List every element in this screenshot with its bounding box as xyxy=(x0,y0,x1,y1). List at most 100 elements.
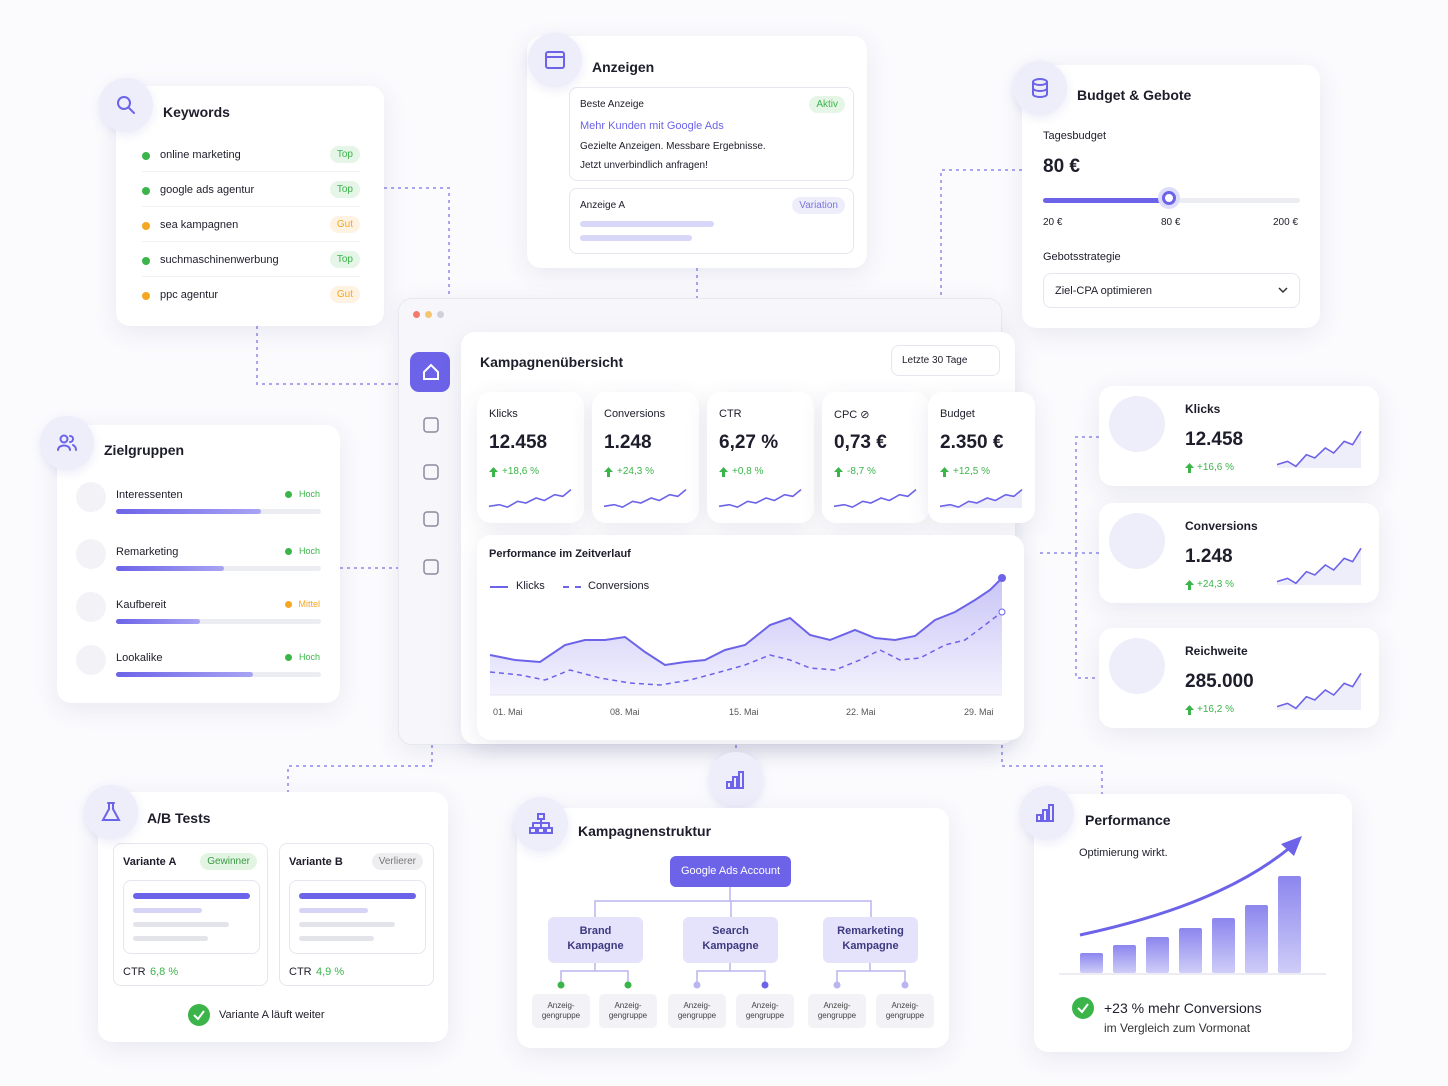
metric-value: 12.458 xyxy=(1185,429,1244,450)
kpi-label: Budget xyxy=(940,408,975,420)
growth-bar xyxy=(1080,953,1103,973)
bar-fill xyxy=(116,566,224,571)
preview-line xyxy=(133,908,202,913)
preview-line xyxy=(133,922,229,927)
window-dot xyxy=(425,311,432,318)
row-divider xyxy=(142,241,360,242)
audience-label: Lookalike xyxy=(116,652,163,664)
ctr-value: 4,9 % xyxy=(316,966,345,978)
adgroup-node: Anzeig-gengruppe xyxy=(599,994,657,1028)
level-label: Mittel xyxy=(298,599,320,609)
bar-fill xyxy=(116,672,253,677)
kpi-value: 0,73 € xyxy=(834,432,887,453)
sparkline-area xyxy=(1277,548,1361,585)
slider-label: 200 € xyxy=(1273,217,1299,228)
sparkline-line xyxy=(718,489,802,509)
variant-preview xyxy=(289,880,426,954)
bar-fill xyxy=(116,619,200,624)
arrow-head xyxy=(1281,836,1302,856)
range-label: Letzte 30 Tage xyxy=(902,355,968,366)
nav-glyph xyxy=(423,511,439,527)
adgroup-name: Anzeig- xyxy=(891,1001,919,1010)
level-label: Hoch xyxy=(298,489,320,499)
nav-glyph xyxy=(423,559,439,575)
kpi-value: 6,27 % xyxy=(719,432,779,453)
slider-label: 80 € xyxy=(1161,217,1181,228)
trend-arrow xyxy=(489,467,498,477)
sparkline-line xyxy=(1276,547,1362,585)
sparkline xyxy=(1276,547,1362,585)
kpi-card: CTR 6,27 % +0,8 % xyxy=(707,392,814,523)
keyword: online marketing xyxy=(160,149,241,161)
legend-label: Conversions xyxy=(588,580,650,592)
keywords-icon xyxy=(99,78,153,132)
branch xyxy=(696,963,766,985)
ctr-label: CTR xyxy=(123,966,146,978)
kpi-label: Klicks xyxy=(489,408,518,420)
kpi-value: 2.350 € xyxy=(940,432,1004,453)
variant-tag: Gewinner xyxy=(200,853,257,870)
ad-line: Gezielte Anzeigen. Messbare Ergebnisse. xyxy=(580,141,766,152)
row-divider xyxy=(142,276,360,277)
tree-lines xyxy=(557,887,909,989)
trend-arrow xyxy=(604,467,613,477)
arrow xyxy=(604,467,613,477)
sparkline-line xyxy=(1276,430,1362,468)
variant-ad-status: Variation xyxy=(792,197,845,214)
variant-ad-box: Anzeige A Variation xyxy=(569,188,854,254)
performance-icon xyxy=(1020,786,1074,840)
slider-label: 20 € xyxy=(1043,217,1063,228)
chart-badge xyxy=(709,752,763,806)
check xyxy=(193,1010,205,1021)
leaf xyxy=(529,827,537,834)
trend-arrow xyxy=(1185,580,1194,590)
kpi-label: CPC ⊘ xyxy=(834,409,870,421)
level-label: Hoch xyxy=(298,652,320,662)
end-dot xyxy=(998,608,1006,616)
adgroup-node: Anzeig-gengruppe xyxy=(668,994,726,1028)
metric-card: Conversions 1.248 +24,3 % xyxy=(1099,503,1379,603)
x-label: 29. Mai xyxy=(964,707,994,717)
adgroup-name: Anzeig- xyxy=(823,1001,851,1010)
nav-glyph xyxy=(423,464,439,480)
adgroup-node: Anzeig-gengruppe xyxy=(808,994,866,1028)
conversions-line xyxy=(489,611,1003,686)
kpi-change: +0,8 % xyxy=(732,466,764,477)
kpi-label: CTR xyxy=(719,408,742,420)
budget-icon xyxy=(1013,61,1067,115)
body xyxy=(57,435,77,451)
level-label: Hoch xyxy=(298,546,320,556)
range-button: Letzte 30 Tage xyxy=(891,345,1000,376)
ab-result: Variante A läuft weiter xyxy=(219,1009,325,1021)
x-label: 01. Mai xyxy=(493,707,523,717)
arrow xyxy=(489,467,498,477)
sparkline-area xyxy=(1277,431,1361,468)
x-label: 08. Mai xyxy=(610,707,640,717)
adgroup-name: gengruppe xyxy=(885,1011,925,1020)
chevron-path xyxy=(1278,287,1288,294)
performance-title: Performance xyxy=(1085,812,1171,828)
sparkline xyxy=(939,489,1023,509)
leaf xyxy=(537,827,545,834)
nav-icon xyxy=(423,417,439,433)
icon-glyph xyxy=(57,434,77,451)
sparkline xyxy=(488,489,572,509)
kpi-card: Conversions 1.248 +24,3 % xyxy=(592,392,699,523)
ctr-value: 6,8 % xyxy=(150,966,179,978)
trend-arrow xyxy=(1185,463,1194,473)
audience-label: Remarketing xyxy=(116,546,179,558)
keyword-badge: Top xyxy=(329,146,360,163)
metric-change: +24,3 % xyxy=(1197,579,1234,590)
metric-icon xyxy=(1109,396,1165,452)
icon-glyph xyxy=(117,96,135,114)
coin xyxy=(1032,78,1048,86)
bar-fill xyxy=(116,509,261,514)
flask xyxy=(101,802,121,821)
keyword: google ads agentur xyxy=(160,184,255,196)
clicks-area xyxy=(490,578,1002,695)
check-circle xyxy=(188,1004,210,1026)
metric-change: +16,2 % xyxy=(1197,704,1234,715)
performance-card: Performance Optimierung wirkt. +23 % mehr … xyxy=(1034,794,1352,1052)
node-dot xyxy=(901,981,909,989)
keyword-badge: Gut xyxy=(329,216,360,233)
